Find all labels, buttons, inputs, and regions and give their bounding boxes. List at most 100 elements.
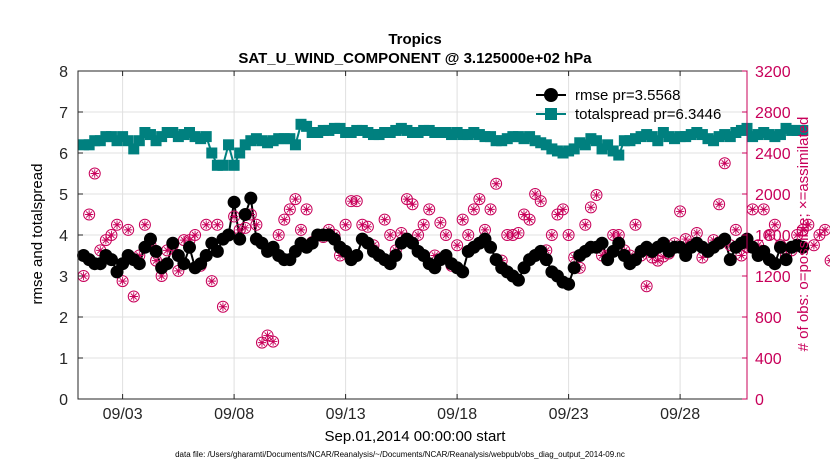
obs-marker (768, 218, 781, 231)
totalspread-point (139, 127, 151, 138)
totalspread-point (691, 127, 703, 138)
totalspread-point (735, 124, 747, 136)
totalspread-point (563, 145, 575, 157)
totalspread-point (150, 135, 162, 147)
obs-assimilated-cross (714, 200, 724, 209)
totalspread-point (791, 124, 803, 136)
totalspread-point (797, 124, 809, 136)
obs-possible-circle (83, 208, 96, 221)
totalspread-point (284, 133, 296, 145)
obs-possible-circle (490, 177, 503, 190)
rmse-point (199, 249, 213, 262)
totalspread-point (529, 135, 541, 147)
obs-assimilated-cross (413, 230, 423, 240)
totalspread-point (540, 139, 552, 151)
totalspread-point (395, 122, 407, 134)
rmse-point (595, 236, 609, 250)
obs-marker (713, 198, 726, 211)
totalspread-point (758, 127, 770, 138)
rmse-point (210, 244, 224, 258)
totalspread-point (780, 122, 792, 134)
obs-marker (674, 205, 687, 218)
totalspread-point (496, 135, 508, 147)
obs-possible-circle (278, 213, 291, 226)
obs-assimilated-cross (380, 215, 389, 224)
obs-assimilated-cross (84, 210, 94, 219)
obs-assimilated-cross (681, 234, 690, 244)
legend-spread-label: totalspread pr=6.3446 (575, 106, 721, 123)
totalspread-point (696, 129, 708, 141)
totalspread-point (234, 147, 246, 159)
obs-assimilated-cross (586, 203, 596, 212)
totalspread-point (301, 120, 313, 132)
totalspread-point (418, 124, 430, 136)
totalspread-point (373, 129, 385, 141)
obs-marker (746, 203, 759, 216)
obs-assimilated-cross (107, 230, 116, 240)
obs-assimilated-cross (547, 230, 557, 240)
obs-marker (278, 213, 291, 226)
totalspread-point (217, 159, 229, 171)
obs-possible-circle (584, 201, 597, 214)
totalspread-point (172, 131, 184, 143)
totalspread-point (512, 131, 524, 143)
obs-possible-circle (434, 216, 447, 229)
rmse-point (222, 228, 236, 242)
y-tick-label-right: 800 (755, 310, 782, 327)
obs-possible-circle (127, 290, 140, 303)
obs-assimilated-cross (631, 220, 640, 229)
obs-marker (456, 213, 469, 226)
obs-possible-circle (562, 229, 575, 241)
totalspread-point (490, 135, 502, 147)
obs-assimilated-cross (352, 196, 361, 206)
obs-assimilated-cross (123, 225, 133, 235)
obs-assimilated-cross (826, 257, 830, 264)
tick-labels: 09/03 09/08 09/13 09/18 09/23 09/280123456780… (59, 64, 791, 423)
totalspread-point (590, 135, 602, 147)
totalspread-point (680, 131, 692, 143)
obs-possible-circle (718, 157, 731, 170)
x-tick-label: 09/28 (660, 406, 700, 423)
totalspread-point (128, 143, 140, 155)
totalspread-point (618, 135, 630, 147)
obs-marker (490, 177, 503, 190)
rmse-point (238, 208, 252, 221)
obs-assimilated-cross (720, 159, 729, 168)
chart-subtitle: SAT_U_WIND_COMPONENT @ 3.125000e+02 hPa (238, 50, 592, 67)
obs-marker (423, 203, 436, 216)
obs-possible-circle (629, 218, 642, 231)
obs-marker (434, 216, 447, 229)
obs-possible-circle (451, 239, 464, 252)
obs-assimilated-cross (157, 271, 166, 281)
obs-possible-circle (300, 203, 313, 216)
obs-assimilated-cross (792, 230, 802, 240)
obs-possible-circle (456, 213, 469, 226)
totalspread-point (663, 131, 675, 143)
obs-marker (640, 280, 653, 293)
obs-assimilated-cross (675, 207, 685, 216)
obs-marker (122, 223, 135, 236)
totalspread-point (769, 131, 781, 143)
x-tick-label: 09/23 (549, 406, 589, 423)
x-tick-label: 09/18 (437, 406, 477, 423)
totalspread-point (407, 127, 418, 138)
totalspread-point (685, 129, 697, 141)
obs-assimilated-cross (213, 220, 222, 229)
obs-assimilated-cross (770, 220, 780, 229)
obs-assimilated-cross (386, 230, 395, 240)
obs-possible-circle (189, 229, 202, 241)
totalspread-point (674, 131, 686, 143)
obs-marker (88, 167, 101, 180)
rmse-point (567, 261, 581, 275)
totalspread-point (479, 131, 491, 143)
obs-possible-circle (802, 218, 815, 231)
totalspread-point (574, 137, 586, 149)
obs-marker (239, 221, 252, 234)
totalspread-point (390, 124, 402, 136)
totalspread-point (719, 129, 731, 141)
obs-assimilated-cross (581, 220, 590, 229)
rmse-point (143, 232, 157, 246)
chart-title: Tropics (388, 31, 441, 48)
obs-possible-circle (295, 223, 307, 236)
obs-assimilated-cross (229, 212, 239, 221)
